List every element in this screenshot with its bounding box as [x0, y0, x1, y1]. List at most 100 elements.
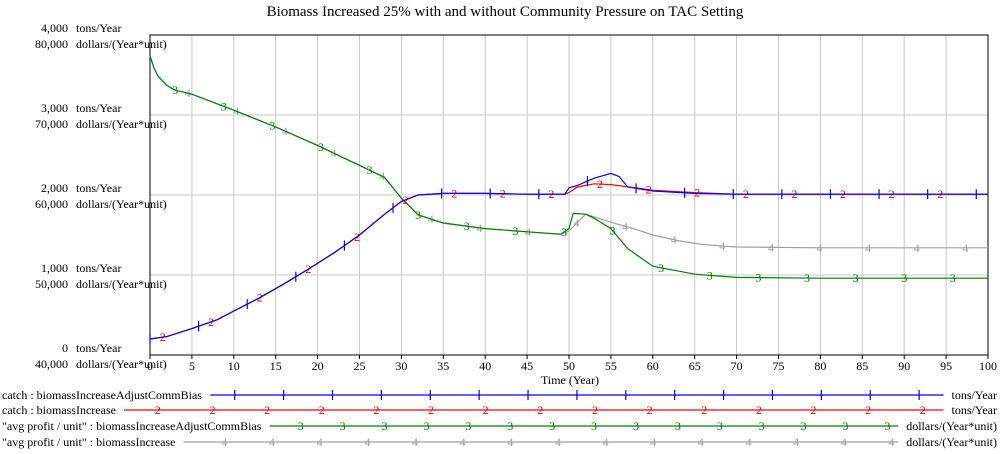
legend-marker-2: 2: [264, 403, 270, 417]
series-marker-3: 3: [707, 268, 713, 282]
x-tick-label: 40: [479, 359, 491, 373]
series-marker-3: 3: [415, 208, 421, 222]
legend-marker-2: 2: [811, 403, 817, 417]
legend: catch : biomassIncreaseAdjustCommBias ton…: [2, 388, 997, 449]
y-tick-label-profit: 60,000: [35, 197, 68, 211]
legend-label-4: "avg profit / unit" : biomassIncrease: [2, 435, 175, 449]
series-marker-4: 4: [962, 241, 968, 255]
legend-marker-4: 4: [650, 435, 656, 449]
legend-marker-3: 3: [507, 419, 513, 433]
legend-marker-2: 2: [592, 403, 598, 417]
x-tick-label: 10: [228, 359, 240, 373]
legend-marker-4: 4: [889, 435, 895, 449]
series-marker-3: 3: [318, 140, 324, 154]
x-axis: 0 5 10 15 20 25 30 35 40 45 50 55 60 65 70 75 80 85 90 95 10…: [147, 355, 997, 373]
x-tick-label: 5: [189, 359, 195, 373]
legend-marker-4: 4: [364, 435, 370, 449]
x-tick-label: 25: [354, 359, 366, 373]
y-tick-label-profit: 40,000: [35, 357, 68, 371]
x-tick-label: 75: [773, 359, 785, 373]
series-line-3: [149, 55, 988, 279]
x-tick-label: 85: [856, 359, 868, 373]
series-marker-4: 4: [719, 239, 725, 253]
x-tick-label: 95: [940, 359, 952, 373]
y-unit-label-profit: dollars/(Year*unit): [76, 357, 167, 371]
series-marker-4: 4: [914, 241, 920, 255]
y-unit-label-profit: dollars/(Year*unit): [76, 277, 167, 291]
legend-unit-1: tons/Year: [952, 388, 997, 402]
legend-marker-4: 4: [698, 435, 704, 449]
legend-marker-2: 2: [483, 403, 489, 417]
y-unit-label-catch: tons/Year: [76, 261, 121, 275]
y-unit-label-profit: dollars/(Year*unit): [76, 117, 167, 131]
legend-marker-3: 3: [759, 419, 765, 433]
x-tick-label: 30: [395, 359, 407, 373]
x-tick-label: 15: [270, 359, 282, 373]
y-tick-label-catch: 3,000: [41, 101, 68, 115]
legend-marker-2: 2: [319, 403, 325, 417]
legend-marker-3: 3: [465, 419, 471, 433]
x-tick-label: 0: [147, 359, 153, 373]
legend-marker-4: 4: [746, 435, 752, 449]
series-marker-2: 2: [646, 183, 652, 197]
x-tick-label: 70: [731, 359, 743, 373]
grid: [150, 35, 988, 355]
y-unit-label-catch: tons/Year: [76, 181, 121, 195]
series-marker-3: 3: [561, 225, 567, 239]
x-tick-label: 65: [689, 359, 701, 373]
legend-marker-4: 4: [412, 435, 418, 449]
legend-marker-3: 3: [884, 419, 890, 433]
y-unit-label-catch: tons/Year: [76, 341, 121, 355]
x-tick-label: 80: [814, 359, 826, 373]
legend-marker-3: 3: [340, 419, 346, 433]
legend-marker-2: 2: [373, 403, 379, 417]
legend-marker-3: 3: [633, 419, 639, 433]
series-marker-2: 2: [597, 177, 603, 191]
x-tick-label: 90: [898, 359, 910, 373]
legend-marker-3: 3: [382, 419, 388, 433]
legend-marker-3: 3: [842, 419, 848, 433]
x-tick-label: 50: [563, 359, 575, 373]
series-marker-4: 4: [622, 219, 628, 233]
series-marker-4: 4: [768, 240, 774, 254]
legend-marker-4: 4: [793, 435, 799, 449]
legend-unit-3: dollars/(Year*unit): [906, 419, 997, 433]
legend-label-2: catch : biomassIncrease: [2, 403, 116, 417]
series-marker-4: 4: [865, 241, 871, 255]
y-axis: 0 tons/Year 40,000 dollars/(Year*unit) 1,000…: [35, 21, 167, 371]
series-marker-3: 3: [610, 224, 616, 238]
legend-marker-3: 3: [298, 419, 304, 433]
x-tick-label: 55: [605, 359, 617, 373]
y-tick-label-catch: 0: [62, 341, 68, 355]
legend-marker-2: 2: [428, 403, 434, 417]
legend-marker-4: 4: [555, 435, 561, 449]
series-marker-4: 4: [671, 233, 677, 247]
series-marker-3: 3: [464, 219, 470, 233]
series-marker-3: 3: [658, 261, 664, 275]
legend-unit-4: dollars/(Year*unit): [906, 435, 997, 449]
legend-marker-3: 3: [675, 419, 681, 433]
series-marker-2: 2: [694, 186, 700, 200]
series-marker-3: 3: [755, 271, 761, 285]
series-marker-3: 3: [804, 271, 810, 285]
legend-marker-4: 4: [841, 435, 847, 449]
legend-marker-2: 2: [865, 403, 871, 417]
legend-marker-3: 3: [717, 419, 723, 433]
legend-label-1: catch : biomassIncreaseAdjustCommBias: [2, 388, 202, 402]
y-unit-label-catch: tons/Year: [76, 101, 121, 115]
x-tick-label: 35: [437, 359, 449, 373]
y-tick-label-profit: 50,000: [35, 277, 68, 291]
x-tick-label: 45: [521, 359, 533, 373]
y-tick-label-catch: 4,000: [41, 21, 68, 35]
x-tick-label: 60: [647, 359, 659, 373]
y-unit-label-profit: dollars/(Year*unit): [76, 37, 167, 51]
legend-marker-2: 2: [701, 403, 707, 417]
x-tick-label: 100: [979, 359, 997, 373]
series-marker-3: 3: [512, 224, 518, 238]
series-marker-4: 4: [817, 241, 823, 255]
legend-label-3: "avg profit / unit" : biomassIncreaseAdj…: [2, 419, 262, 433]
series-marker-3: 3: [901, 271, 907, 285]
y-tick-label-profit: 70,000: [35, 117, 68, 131]
